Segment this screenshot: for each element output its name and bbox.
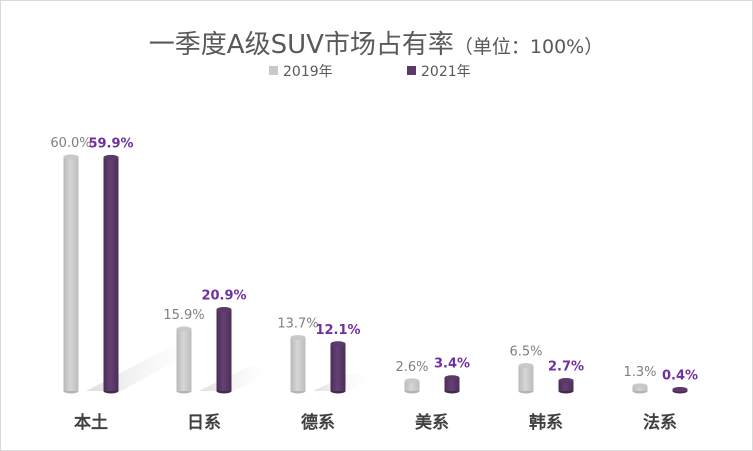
bar-韩系-2019年 bbox=[518, 363, 534, 394]
legend-label-2019: 2019年 bbox=[283, 64, 333, 80]
category-label: 德系 bbox=[301, 412, 335, 433]
bar-法系-2021年 bbox=[672, 386, 688, 394]
legend-swatch-2019 bbox=[269, 66, 278, 75]
bar-body bbox=[632, 385, 648, 391]
bar-body bbox=[558, 380, 574, 391]
data-label: 2.6% bbox=[395, 360, 428, 375]
bar-body bbox=[216, 309, 232, 391]
bar-top bbox=[103, 154, 119, 160]
bar-美系-2019年 bbox=[404, 378, 420, 394]
bar-韩系-2021年 bbox=[558, 377, 574, 394]
bar-法系-2019年 bbox=[632, 383, 648, 394]
bar-body bbox=[176, 328, 192, 391]
bar-top bbox=[63, 154, 79, 160]
data-label: 15.9% bbox=[163, 308, 204, 323]
data-label: 12.1% bbox=[315, 323, 360, 338]
category-label: 法系 bbox=[643, 412, 677, 433]
plot-area: 60.0% 15.9% 13.7% 2.6% 6.5% 1.3% 59.9% 20.9% 12.… bbox=[50, 136, 698, 433]
legend: 2019年 2021年 bbox=[269, 64, 471, 80]
chart-title-main: 一季度A级SUV市场占有率 bbox=[149, 30, 454, 60]
bar-body bbox=[103, 157, 119, 391]
data-label: 6.5% bbox=[509, 345, 542, 360]
category-label: 韩系 bbox=[529, 412, 563, 433]
bar-top bbox=[330, 341, 346, 347]
bar-德系-2019年 bbox=[290, 335, 306, 394]
bar-德系-2021年 bbox=[330, 341, 346, 394]
chart-title: 一季度A级SUV市场占有率（单位：100%） bbox=[149, 30, 603, 60]
bar-top bbox=[290, 335, 306, 341]
bar-body bbox=[444, 377, 460, 391]
data-label: 3.4% bbox=[434, 357, 470, 372]
bar-shadow bbox=[199, 366, 279, 391]
bar-top bbox=[558, 377, 574, 383]
bar-日系-2019年 bbox=[176, 326, 192, 394]
category-label: 美系 bbox=[415, 412, 449, 433]
bar-top bbox=[444, 375, 460, 381]
category-label: 本土 bbox=[74, 412, 108, 433]
bar-top bbox=[404, 378, 420, 384]
bar-top bbox=[518, 363, 534, 369]
data-label: 59.9% bbox=[88, 136, 133, 151]
bar-top bbox=[672, 386, 688, 392]
bar-body bbox=[404, 380, 420, 391]
bar-美系-2021年 bbox=[444, 375, 460, 394]
category-label: 日系 bbox=[187, 413, 221, 433]
data-label: 1.3% bbox=[623, 365, 656, 380]
bar-body bbox=[518, 365, 534, 391]
bar-top bbox=[632, 383, 648, 389]
bar-日系-2021年 bbox=[216, 306, 232, 394]
data-label: 13.7% bbox=[277, 317, 318, 332]
bar-本土-2019年 bbox=[63, 154, 79, 394]
bar-本土-2021年 bbox=[103, 154, 119, 394]
data-label: 2.7% bbox=[548, 359, 584, 374]
data-label: 0.4% bbox=[662, 368, 698, 383]
bar-top bbox=[176, 326, 192, 332]
legend-label-2021: 2021年 bbox=[421, 64, 471, 80]
bar-top bbox=[216, 306, 232, 312]
bar-body bbox=[63, 157, 79, 391]
data-label: 60.0% bbox=[50, 136, 91, 151]
bar-body bbox=[290, 337, 306, 391]
bar-body bbox=[330, 343, 346, 391]
data-label: 20.9% bbox=[201, 288, 246, 303]
chart-title-unit: （单位：100%） bbox=[454, 36, 603, 58]
legend-swatch-2021 bbox=[407, 66, 416, 75]
